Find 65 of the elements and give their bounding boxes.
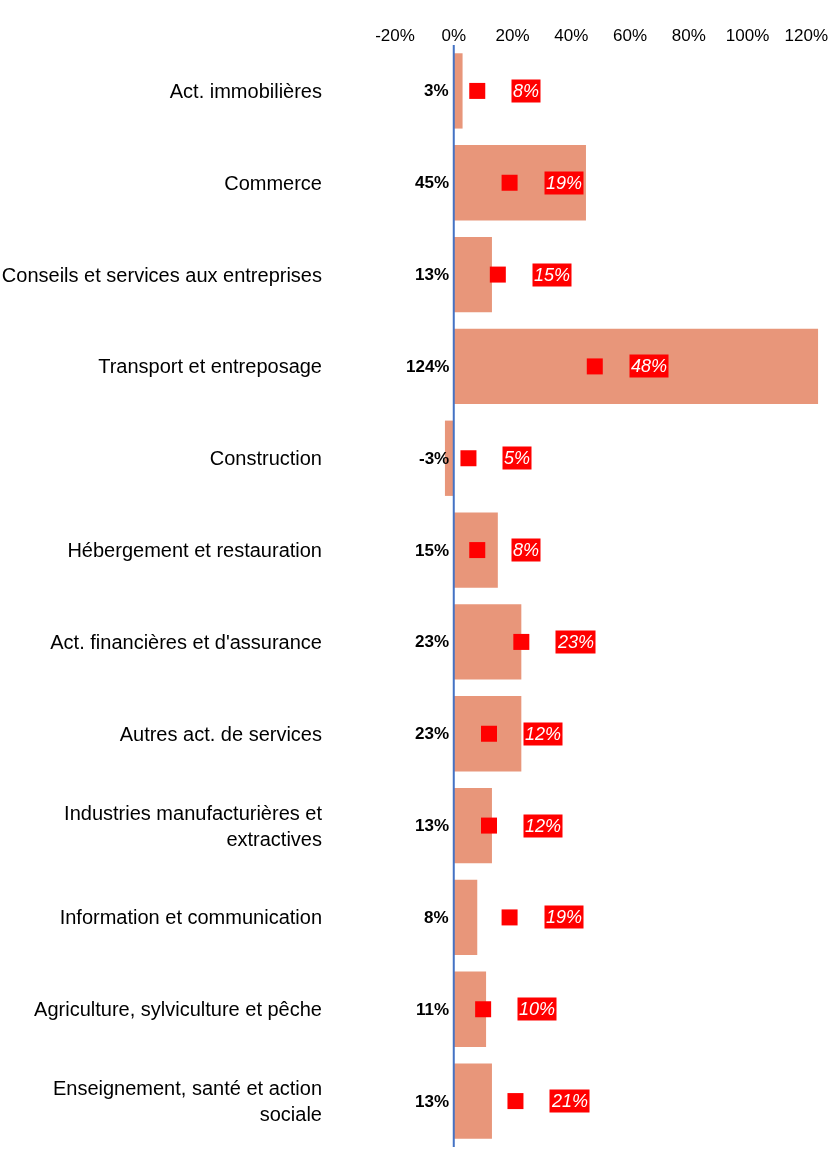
data-label: 13%	[415, 816, 450, 835]
data-label: 45%	[415, 173, 450, 192]
y-tick-label: Commerce	[224, 171, 322, 194]
point	[501, 174, 518, 191]
data-label: 124%	[406, 357, 450, 376]
y-tick-label: Hébergement et restauration	[67, 539, 322, 562]
bar	[453, 1063, 492, 1139]
data-label: 23%	[415, 724, 450, 743]
data-label: 8%	[513, 540, 540, 560]
point	[481, 817, 498, 834]
data-label: 3%	[424, 81, 449, 100]
y-tick-label: Act. financières et d'assurance	[50, 630, 322, 653]
data-label: 10%	[519, 999, 556, 1019]
data-label: 15%	[415, 541, 450, 560]
x-tick-label: 60%	[613, 25, 648, 45]
x-tick-label: 20%	[495, 25, 530, 45]
y-tick-label: Industries manufacturières et extractives	[64, 801, 323, 850]
bar	[453, 696, 522, 772]
data-label: 12%	[525, 724, 562, 744]
y-tick-label: Act. immobilières	[169, 79, 322, 102]
point	[481, 725, 498, 742]
y-tick-label: Conseils et services aux entreprises	[1, 263, 322, 286]
y-tick-label: Autres act. de services	[119, 722, 322, 745]
data-label: 5%	[504, 448, 531, 468]
x-tick-label: 120%	[784, 25, 829, 45]
point	[475, 1001, 492, 1018]
data-label: 23%	[415, 632, 450, 651]
data-label: 8%	[424, 908, 449, 927]
data-label: 13%	[415, 1092, 450, 1111]
point	[489, 266, 506, 283]
data-label: 48%	[631, 356, 668, 376]
bar	[453, 604, 522, 680]
bar	[453, 145, 586, 221]
data-label: 23%	[557, 632, 595, 652]
bar	[453, 236, 492, 313]
y-tick-label: Agriculture, sylviculture et pêche	[34, 998, 322, 1021]
data-label: 19%	[546, 907, 583, 927]
data-label: -3%	[419, 449, 450, 468]
data-label: 19%	[546, 173, 583, 193]
point	[507, 1093, 524, 1110]
bar	[453, 879, 478, 956]
point	[469, 542, 486, 559]
data-label: 12%	[525, 816, 562, 836]
data-label: 8%	[513, 81, 540, 101]
point	[460, 450, 477, 467]
x-tick-label: 40%	[554, 25, 589, 45]
y-tick-label: Information et communication	[59, 906, 322, 929]
y-tick-label: Transport et entreposage	[98, 355, 322, 378]
data-label: 21%	[551, 1091, 589, 1111]
data-label: 15%	[534, 265, 571, 285]
data-label: 11%	[416, 1000, 450, 1019]
y-tick-label: Enseignement, santé et action sociale	[52, 1077, 322, 1126]
point	[586, 358, 603, 375]
bar	[453, 512, 498, 588]
bar	[453, 328, 819, 405]
data-label: 13%	[415, 265, 450, 284]
point	[501, 909, 518, 926]
point	[513, 633, 530, 650]
x-tick-label: 80%	[671, 25, 706, 45]
bar	[453, 787, 492, 864]
point	[469, 82, 486, 99]
x-tick-label: 0%	[441, 25, 467, 45]
x-tick-label: -20%	[375, 25, 415, 45]
x-tick-label: 100%	[725, 25, 770, 45]
y-tick-label: Construction	[209, 447, 322, 470]
